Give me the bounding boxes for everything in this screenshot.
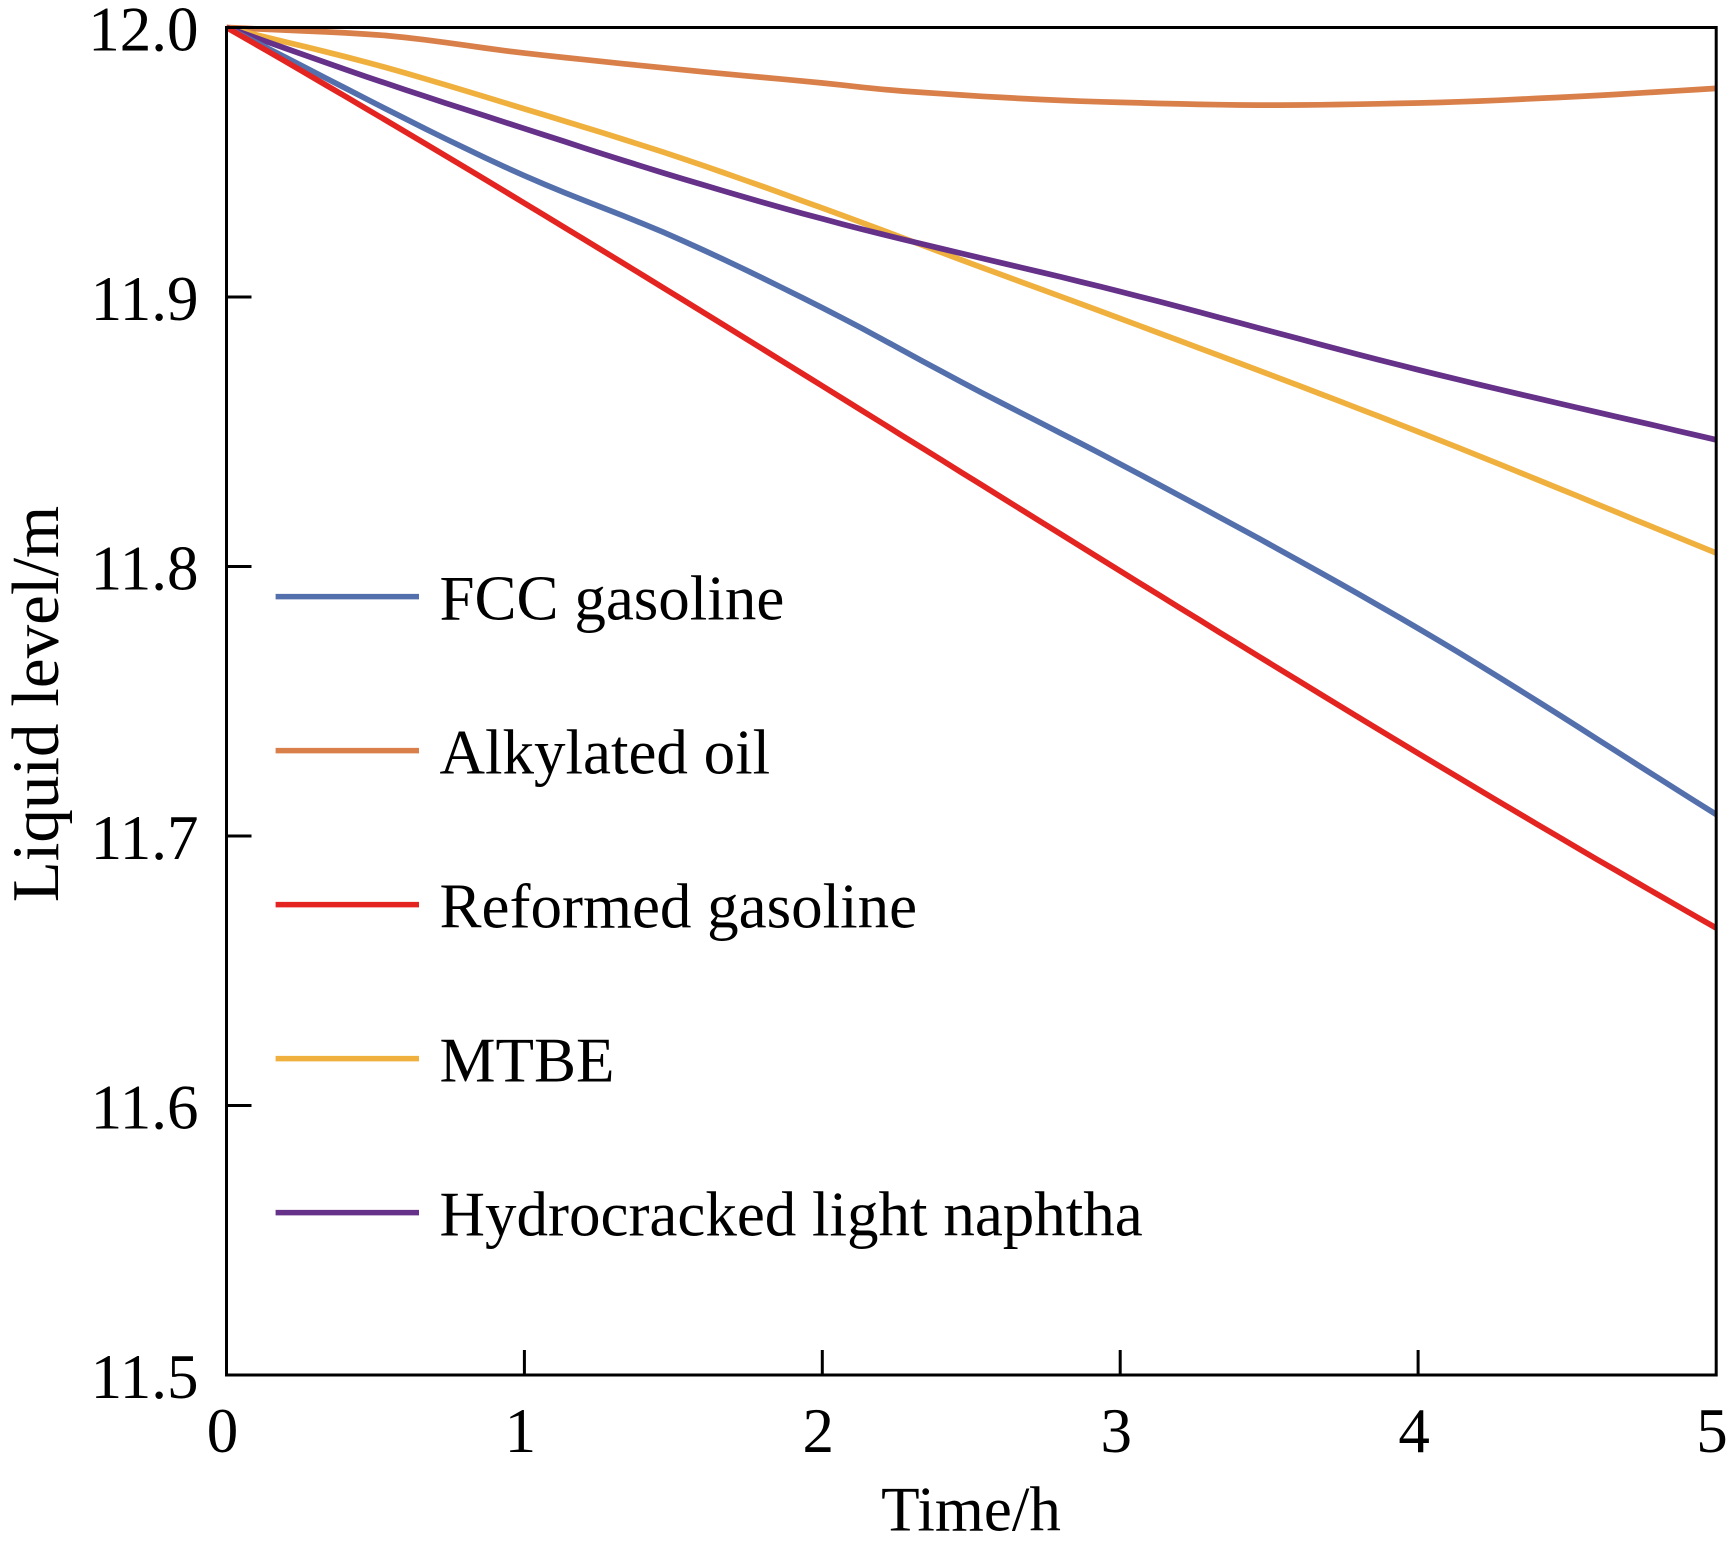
svg-text:2: 2: [803, 1396, 835, 1466]
svg-text:1: 1: [505, 1396, 537, 1466]
svg-text:12.0: 12.0: [88, 0, 198, 65]
svg-text:5: 5: [1696, 1396, 1728, 1466]
svg-text:Liquid level/m: Liquid level/m: [0, 506, 73, 902]
svg-text:Reformed gasoline: Reformed gasoline: [440, 872, 918, 942]
svg-text:11.7: 11.7: [91, 803, 199, 873]
svg-text:MTBE: MTBE: [440, 1026, 615, 1096]
svg-text:Hydrocracked light naphtha: Hydrocracked light naphtha: [440, 1180, 1143, 1250]
svg-text:4: 4: [1398, 1396, 1430, 1466]
svg-text:11.5: 11.5: [91, 1342, 199, 1412]
svg-text:0: 0: [207, 1396, 239, 1466]
svg-text:FCC gasoline: FCC gasoline: [440, 564, 785, 634]
svg-text:3: 3: [1100, 1396, 1132, 1466]
svg-text:11.9: 11.9: [91, 264, 199, 334]
svg-text:11.6: 11.6: [91, 1073, 199, 1143]
svg-text:11.8: 11.8: [91, 534, 199, 604]
svg-text:Alkylated oil: Alkylated oil: [440, 718, 771, 788]
svg-text:Time/h: Time/h: [881, 1475, 1061, 1545]
